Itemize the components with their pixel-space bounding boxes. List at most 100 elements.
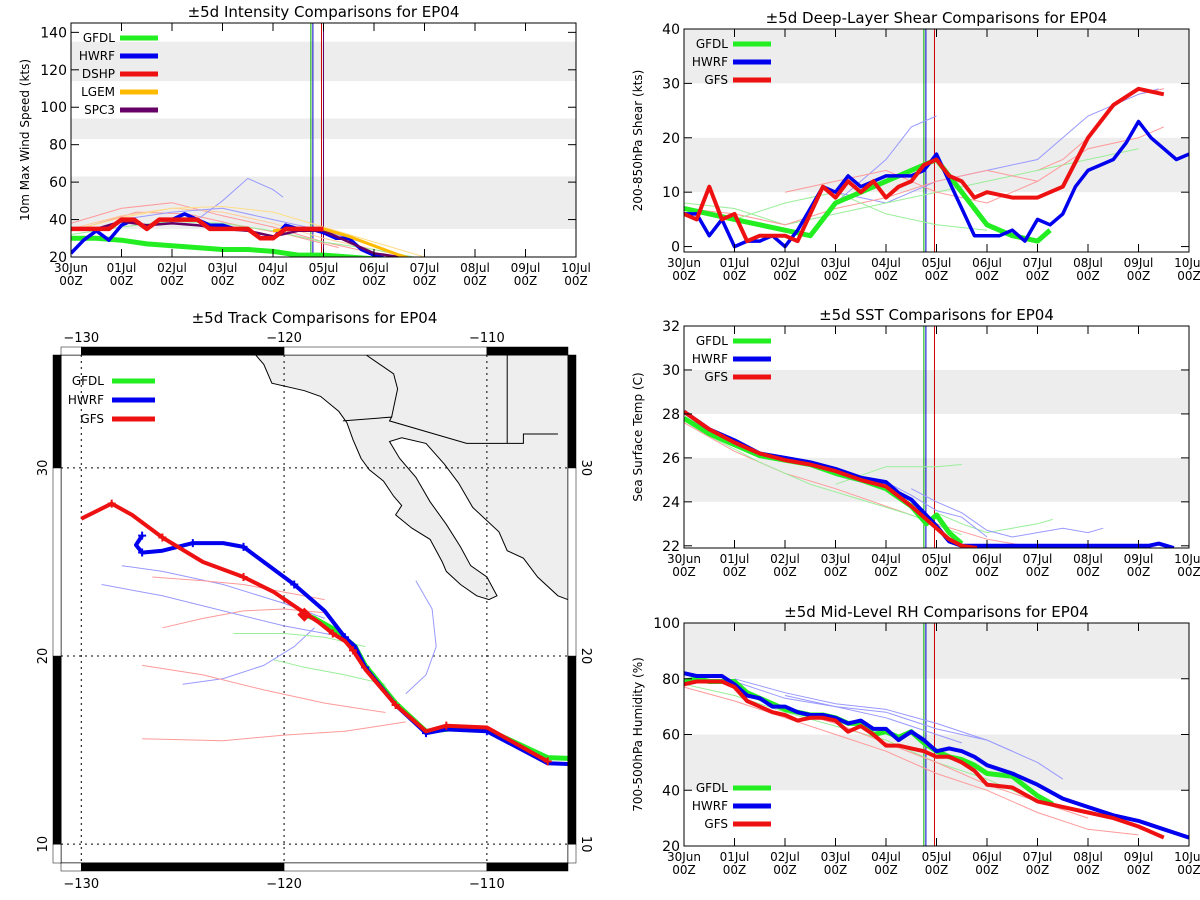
x-tick-label: 00Z [110, 274, 134, 288]
shade-band [684, 623, 1189, 679]
ensemble-line [835, 115, 937, 204]
x-tick-label: 00Z [975, 269, 999, 283]
border-bar [60, 862, 82, 872]
y-tick-label: 20 [662, 839, 680, 855]
x-tick-label: 00Z [1076, 863, 1100, 877]
x-tick-label: 06Jul [972, 256, 1002, 270]
x-tick-label: 10Jul [1174, 850, 1200, 864]
border-bar [283, 862, 488, 872]
ensemble-line [835, 464, 962, 485]
y-tick-label: 20 [49, 250, 67, 266]
x-tick-label: 00Z [975, 565, 999, 579]
lat-tick-label: 10 [578, 836, 593, 853]
lat-tick-label: 20 [36, 648, 51, 665]
x-tick-label: 00Z [1026, 269, 1050, 283]
track-marker [188, 539, 197, 548]
legend-label: DSHP [82, 67, 115, 81]
track-marker [442, 721, 451, 730]
ensemble-line [911, 488, 1104, 538]
ensemble-track [152, 576, 325, 601]
storm-position-marker [297, 607, 312, 622]
chart-title: ±5d Deep-Layer Shear Comparisons for EP0… [766, 9, 1108, 27]
chart-title: ±5d SST Comparisons for EP04 [819, 306, 1054, 324]
x-tick-label: 00Z [312, 274, 336, 288]
legend-label: LGEM [81, 85, 115, 99]
x-tick-label: 08Jul [1073, 256, 1103, 270]
legend-label: HWRF [79, 49, 115, 63]
x-tick-label: 01Jul [720, 552, 750, 566]
y-tick-label: 26 [662, 451, 680, 467]
border-bar [486, 346, 569, 356]
x-tick-label: 00Z [824, 565, 848, 579]
track-marker [138, 548, 147, 557]
legend-label: GFDL [72, 374, 104, 388]
chart-shear: 01020304030Jun00Z01Jul00Z02Jul00Z03Jul00… [631, 9, 1200, 283]
border-bar [52, 354, 62, 469]
ensemble-line [734, 191, 988, 231]
chart-title: ±5d Track Comparisons for EP04 [192, 309, 438, 327]
y-axis-label: 700-500hPa Humidity (%) [631, 657, 645, 812]
lon-tick-label: −130 [63, 877, 99, 892]
track-marker [543, 757, 552, 766]
x-tick-label: 05Jul [922, 850, 952, 864]
legend-label: HWRF [692, 799, 728, 813]
y-tick-label: 100 [653, 616, 680, 632]
y-tick-label: 80 [49, 138, 67, 154]
track-marker [391, 700, 400, 709]
lon-tick-label: −120 [266, 877, 302, 892]
x-tick-label: 05Jul [922, 256, 952, 270]
y-tick-label: 20 [662, 131, 680, 147]
border-bar [567, 467, 577, 657]
x-tick-label: 06Jul [972, 552, 1002, 566]
legend-label: SPC3 [84, 103, 115, 117]
x-tick-label: 00Z [773, 269, 797, 283]
ensemble-line [684, 686, 1139, 836]
x-tick-label: 03Jul [821, 552, 851, 566]
track-marker [239, 542, 248, 551]
x-tick-label: 00Z [1177, 565, 1200, 579]
x-tick-label: 07Jul [1023, 256, 1053, 270]
shade-band [684, 457, 1189, 502]
x-tick-label: 02Jul [770, 552, 800, 566]
x-tick-label: 00Z [874, 269, 898, 283]
y-axis-label: 200-850hPa Shear (kts) [631, 70, 645, 212]
lat-tick-label: 20 [578, 648, 593, 665]
shade-band [684, 29, 1189, 84]
x-tick-label: 03Jul [208, 261, 238, 275]
legend-label: GFS [80, 412, 104, 426]
y-tick-label: 28 [662, 407, 680, 423]
chart-track: −130 −130 −120 −120 −110 −110 10 10 20 20 30 30 ±5d … [36, 309, 593, 892]
plot-area [684, 326, 1189, 548]
plot-area [684, 29, 1189, 252]
ensemble-track [142, 664, 386, 713]
y-tick-label: 22 [662, 539, 680, 555]
ensemble-track [142, 721, 406, 742]
border-bar [486, 862, 569, 872]
x-tick-label: 10Jul [1174, 256, 1200, 270]
y-tick-label: 30 [662, 363, 680, 379]
x-tick-label: 00Z [463, 274, 487, 288]
x-tick-label: 06Jul [359, 261, 389, 275]
chart-sst: 22242628303230Jun00Z01Jul00Z02Jul00Z03Ju… [631, 306, 1200, 579]
x-tick-label: 09Jul [1124, 850, 1154, 864]
x-tick-label: 00Z [1177, 863, 1200, 877]
ensemble-line [71, 207, 411, 257]
y-tick-label: 30 [662, 76, 680, 92]
series-gfs [684, 86, 1165, 244]
y-tick-label: 40 [662, 783, 680, 799]
track-marker [107, 499, 116, 508]
y-tick-label: 40 [49, 213, 67, 229]
x-tick-label: 00Z [413, 274, 437, 288]
series-gfdl [71, 235, 383, 257]
x-tick-label: 01Jul [720, 256, 750, 270]
y-tick-label: 100 [40, 100, 67, 116]
x-tick-label: 00Z [925, 863, 949, 877]
legend-label: GFS [704, 817, 728, 831]
shade-band [684, 137, 1189, 193]
x-tick-label: 00Z [672, 863, 696, 877]
x-tick-label: 00Z [975, 863, 999, 877]
x-tick-label: 00Z [1076, 269, 1100, 283]
x-tick-label: 00Z [824, 269, 848, 283]
x-tick-label: 00Z [211, 274, 235, 288]
x-tick-label: 30Jun [667, 256, 701, 270]
